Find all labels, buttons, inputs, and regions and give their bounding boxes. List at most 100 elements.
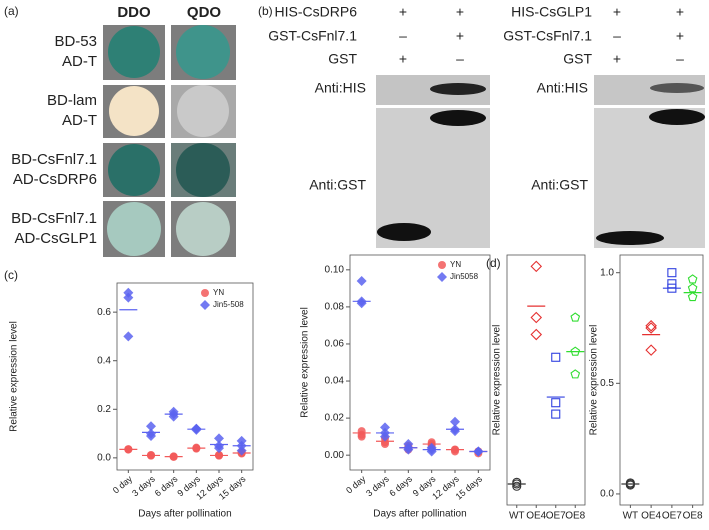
y-tick-label: 0.5 xyxy=(600,378,614,389)
plot-frame xyxy=(116,282,254,471)
panel-label: (b) xyxy=(258,4,273,18)
lane-sign: – xyxy=(399,28,407,44)
row-label: HIS-CsGLP1 xyxy=(511,4,592,20)
lane-sign: – xyxy=(456,51,464,67)
data-point xyxy=(123,331,134,342)
plot-frame xyxy=(619,254,704,506)
row-label: HIS-CsDRP6 xyxy=(275,4,358,20)
x-tick-label: OE8 xyxy=(565,511,585,522)
data-point xyxy=(146,421,156,432)
data-point xyxy=(357,432,366,441)
lane-sign: + xyxy=(456,4,464,20)
legend-label: Jin5058 xyxy=(450,272,479,281)
data-point xyxy=(687,274,698,284)
x-tick-label: WT xyxy=(509,511,525,522)
legend-marker xyxy=(201,289,209,297)
y-tick-label: 0.00 xyxy=(325,450,345,461)
y-tick-label: 0.6 xyxy=(97,307,111,318)
blot-images xyxy=(376,75,705,248)
antibody-label: Anti:GST xyxy=(531,177,588,193)
data-point xyxy=(450,416,460,427)
legend-marker xyxy=(200,300,210,310)
data-point xyxy=(530,311,543,324)
column-header: DDO xyxy=(117,4,151,21)
panel-label: (c) xyxy=(4,268,18,282)
row-label: AD-T xyxy=(62,53,97,70)
lane-sign: + xyxy=(613,4,621,20)
data-point xyxy=(380,422,390,433)
antibody-label: Anti:HIS xyxy=(315,80,366,96)
row-label: BD-53 xyxy=(54,33,97,50)
y-axis-label: Relative expression level xyxy=(300,307,311,418)
legend-label: Jin5-508 xyxy=(213,300,244,309)
data-point xyxy=(645,322,657,334)
data-point xyxy=(512,481,522,491)
data-point xyxy=(551,352,561,362)
x-tick-label: 3 days xyxy=(130,473,157,498)
x-tick-label: OE4 xyxy=(641,511,661,522)
y-tick-label: 0.2 xyxy=(97,404,111,415)
legend-label: YN xyxy=(213,288,224,297)
data-point xyxy=(236,445,247,456)
data-point xyxy=(625,480,635,490)
plot-frame xyxy=(349,254,491,471)
lane-sign: – xyxy=(676,51,684,67)
data-point xyxy=(530,328,543,341)
data-point xyxy=(551,398,561,408)
data-point xyxy=(426,446,437,457)
data-point xyxy=(645,344,657,356)
legend-label: YN xyxy=(450,260,461,269)
row-label: AD-T xyxy=(62,112,97,129)
data-point xyxy=(687,283,698,293)
y-axis-label: Relative expression level xyxy=(9,321,20,432)
y-tick-label: 0.08 xyxy=(325,302,345,313)
x-tick-label: 6 days xyxy=(153,473,180,498)
x-tick-label: OE7 xyxy=(546,511,566,522)
data-point xyxy=(570,312,581,322)
lane-sign: + xyxy=(456,28,464,44)
plot-frame xyxy=(506,254,586,506)
row-label: GST xyxy=(328,51,357,67)
lane-sign: + xyxy=(399,4,407,20)
data-point xyxy=(645,320,657,332)
legend-marker xyxy=(437,272,447,282)
antibody-label: Anti:HIS xyxy=(537,80,588,96)
column-header: QDO xyxy=(187,4,222,21)
lane-sign: + xyxy=(676,28,684,44)
row-label: AD-CsDRP6 xyxy=(13,171,97,188)
y-tick-label: 0.04 xyxy=(325,376,345,387)
row-label: BD-CsFnl7.1 xyxy=(11,210,97,227)
x-axis-label: Days after pollination xyxy=(138,509,231,520)
row-label: BD-lam xyxy=(47,92,97,109)
y-tick-label: 1.0 xyxy=(600,267,614,278)
colony-grid xyxy=(103,25,236,257)
data-point xyxy=(356,298,367,309)
row-label: GST xyxy=(563,51,592,67)
data-point xyxy=(450,426,460,437)
x-tick-label: 6 days xyxy=(387,473,414,498)
row-label: AD-CsGLP1 xyxy=(14,230,97,247)
y-tick-label: 0.02 xyxy=(325,413,345,424)
data-point xyxy=(214,443,224,454)
data-point xyxy=(667,268,677,278)
x-tick-label: OE4 xyxy=(526,511,546,522)
data-point xyxy=(530,260,543,273)
y-axis-label: Relative expression level xyxy=(492,325,503,436)
x-tick-label: OE8 xyxy=(683,511,703,522)
data-point xyxy=(570,346,581,356)
data-point xyxy=(356,275,367,286)
row-label: BD-CsFnl7.1 xyxy=(11,151,97,168)
lane-sign: + xyxy=(613,51,621,67)
data-point xyxy=(214,433,224,444)
data-point xyxy=(191,424,202,435)
y-axis-label: Relative expression level xyxy=(589,325,600,436)
x-tick-label: 3 days xyxy=(364,473,391,498)
y-tick-label: 0.0 xyxy=(600,489,614,500)
panel-label: (a) xyxy=(4,4,19,18)
data-point xyxy=(123,292,134,303)
x-tick-label: WT xyxy=(623,511,639,522)
data-point xyxy=(451,447,459,456)
data-point xyxy=(551,409,561,419)
x-axis-label: Days after pollination xyxy=(373,509,466,520)
